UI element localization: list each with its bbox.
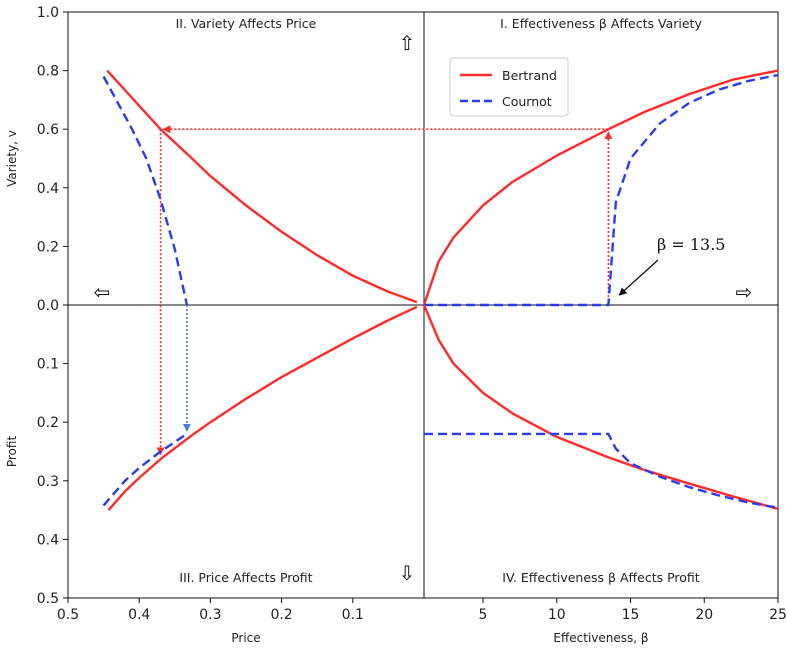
variety-tick-label: 0.4 bbox=[37, 181, 59, 197]
profit-axis-label: Profit bbox=[5, 436, 19, 468]
quadrant-title-iv: IV. Effectiveness β Affects Profit bbox=[502, 570, 699, 585]
effectiveness-tick-label: 5 bbox=[479, 607, 488, 623]
variety-tick-label: 0.0 bbox=[37, 298, 59, 314]
legend-label-bertrand: Bertrand bbox=[502, 68, 557, 83]
variety-tick-label: 0.2 bbox=[37, 239, 59, 255]
profit-tick-label: 0.3 bbox=[37, 474, 59, 490]
legend: Bertrand Cournot bbox=[449, 57, 569, 117]
price-tick-label: 0.4 bbox=[128, 607, 150, 623]
effectiveness-tick-label: 25 bbox=[769, 607, 787, 623]
down-direction-icon: ⇩ bbox=[399, 561, 416, 585]
quadrant-title-i: I. Effectiveness β Affects Variety bbox=[500, 16, 702, 31]
price-tick-label: 0.2 bbox=[270, 607, 292, 623]
profit-tick-label: 0.4 bbox=[37, 532, 59, 548]
price-tick-label: 0.5 bbox=[57, 607, 79, 623]
profit-tick-label: 0.5 bbox=[37, 591, 59, 607]
q1-bertrand-line bbox=[422, 69, 779, 306]
effectiveness-tick-label: 15 bbox=[622, 607, 640, 623]
profit-tick-label: 0.1 bbox=[37, 357, 59, 373]
q3-cournot-line bbox=[102, 432, 188, 507]
effectiveness-tick-label: 20 bbox=[695, 607, 713, 623]
q2-cournot-line bbox=[102, 75, 189, 306]
beta-annotation-label: β = 13.5 bbox=[657, 235, 725, 254]
left-direction-icon: ⇦ bbox=[94, 280, 111, 304]
q4-bertrand-line bbox=[422, 304, 779, 511]
beta-annotation-arrow bbox=[618, 259, 659, 296]
data-series bbox=[102, 69, 779, 511]
price-tick-label: 0.1 bbox=[342, 607, 364, 623]
profit-tick-label: 0.2 bbox=[37, 415, 59, 431]
q3-bertrand-line bbox=[107, 305, 418, 511]
q2-bertrand-line bbox=[106, 69, 418, 304]
variety-tick-label: 0.8 bbox=[37, 64, 59, 80]
variety-tick-label: 1.0 bbox=[37, 5, 59, 21]
effectiveness-axis-label: Effectiveness, β bbox=[553, 631, 648, 645]
variety-tick-label: 0.6 bbox=[37, 122, 59, 138]
right-direction-icon: ⇨ bbox=[736, 280, 753, 304]
quadrant-title-iii: III. Price Affects Profit bbox=[179, 570, 312, 585]
legend-label-cournot: Cournot bbox=[502, 94, 552, 109]
variety-axis-label: Variety, v bbox=[5, 130, 19, 187]
labels-layer: 0.0 0.2 0.4 0.6 0.8 1.0 0.1 0.2 0.3 0.4 0.50.5 0.4 0… bbox=[5, 5, 787, 645]
price-axis-label: Price bbox=[231, 631, 260, 645]
up-direction-icon: ⇧ bbox=[399, 31, 416, 55]
price-tick-label: 0.3 bbox=[199, 607, 221, 623]
quadrant-title-ii: II. Variety Affects Price bbox=[176, 16, 317, 31]
q4-cournot-line bbox=[424, 432, 779, 509]
effectiveness-tick-label: 10 bbox=[548, 607, 566, 623]
guide-lines bbox=[156, 125, 613, 456]
